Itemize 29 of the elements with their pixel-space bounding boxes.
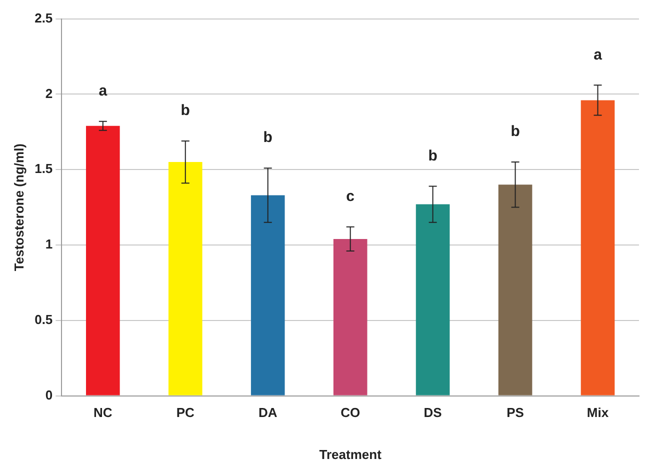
bar (498, 184, 532, 396)
annotation: a (98, 82, 108, 100)
y-axis-title: Testosterone (ng/ml) (11, 143, 26, 272)
annotation: a (594, 46, 603, 64)
annotation: b (263, 129, 272, 146)
annotation: b (428, 147, 438, 164)
x-tick-label: PS (506, 405, 524, 420)
y-tick-label: 2.5 (34, 10, 53, 26)
x-tick-label: NC (94, 405, 113, 420)
x-tick-label: PC (176, 405, 196, 420)
bar (580, 100, 615, 396)
bar (250, 195, 285, 396)
annotation: c (346, 188, 355, 206)
x-tick-label: DS (424, 405, 442, 420)
x-tick-label: CO (340, 405, 360, 420)
x-axis-title: Treatment (319, 446, 382, 462)
x-tick-label: Mix (586, 405, 610, 420)
y-tick-label: 1 (45, 236, 53, 252)
y-tick-label: 1.5 (34, 161, 53, 176)
bar (168, 162, 202, 396)
bar (86, 126, 120, 396)
annotation: b (180, 102, 190, 120)
x-tick-label: DA (258, 405, 278, 420)
annotation: b (510, 123, 520, 140)
y-tick-label: 0 (45, 387, 53, 402)
y-tick-label: 2 (45, 86, 53, 101)
bar (416, 204, 450, 396)
bar (333, 238, 368, 396)
y-tick-label: 0.5 (34, 312, 53, 327)
